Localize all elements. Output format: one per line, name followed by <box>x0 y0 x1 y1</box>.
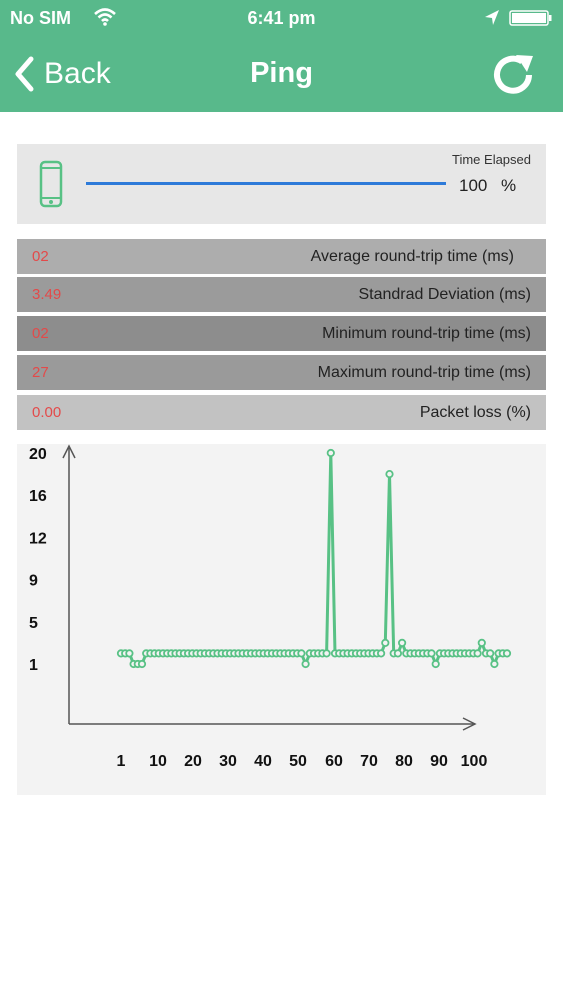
minimum-label: Minimum round-trip time (ms) <box>322 324 531 342</box>
packet-loss-value: 0.00 <box>32 404 62 421</box>
x-tick-label: 100 <box>461 753 488 770</box>
y-axis-arrow <box>62 444 76 459</box>
ping-data-point <box>137 659 147 669</box>
wifi-icon <box>94 8 116 26</box>
ping-data-point <box>502 649 512 658</box>
ping-data-point <box>490 659 499 669</box>
ping-data-point <box>427 649 436 658</box>
ping-data-point <box>125 649 134 658</box>
chevron-left-icon <box>15 56 34 92</box>
x-tick-label: 40 <box>254 753 272 770</box>
x-tick-label: 80 <box>395 753 413 770</box>
x-tick-label: 70 <box>360 753 378 770</box>
progress-fill <box>86 182 446 185</box>
time-elapsed-value: 100 <box>459 176 488 195</box>
ping-data-point <box>322 649 331 658</box>
std-deviation-label: Standrad Deviation (ms) <box>358 285 531 303</box>
page-title: Ping <box>250 57 313 89</box>
stat-row-average: 02 Average round-trip time (ms) <box>17 239 546 274</box>
navigation-header: No SIM 6:41 pm Back Ping <box>0 0 563 112</box>
ping-data-point <box>486 649 495 658</box>
ping-chart-svg: 20 16 12 9 5 1 1 10 20 30 40 50 60 70 80 90 100 <box>29 444 512 770</box>
carrier-label: No SIM <box>10 8 71 28</box>
back-label: Back <box>44 57 111 90</box>
status-time: 6:41 pm <box>247 8 316 28</box>
stat-row-minimum: 02 Minimum round-trip time (ms) <box>17 316 546 351</box>
ping-data-point <box>473 649 482 658</box>
ping-data-point <box>397 638 407 647</box>
progress-bar <box>86 182 446 185</box>
refresh-icon <box>494 55 533 94</box>
x-tick-label: 90 <box>430 753 448 770</box>
x-tick-label: 60 <box>325 753 343 770</box>
ping-data-point <box>477 638 486 647</box>
ping-data-point <box>393 649 402 658</box>
x-tick-label: 10 <box>149 753 167 770</box>
y-tick-label: 16 <box>29 488 47 505</box>
packet-loss-label: Packet loss (%) <box>419 403 531 421</box>
y-tick-label: 20 <box>29 446 47 463</box>
back-button[interactable]: Back <box>12 54 111 94</box>
ping-series-line <box>121 451 507 666</box>
y-tick-label: 9 <box>29 573 38 590</box>
ping-chart: 20 16 12 9 5 1 1 10 20 30 40 50 60 70 80 90 100 <box>17 444 546 795</box>
y-tick-label: 12 <box>29 530 47 547</box>
std-deviation-value: 3.49 <box>32 286 62 303</box>
stat-row-maximum: 27 Maximum round-trip time (ms) <box>17 355 546 390</box>
x-axis-arrow <box>462 717 477 731</box>
ping-data-point <box>326 448 335 458</box>
x-tick-label: 1 <box>117 753 126 770</box>
battery-icon <box>509 10 552 26</box>
progress-panel: Time Elapsed 100 % <box>17 144 546 224</box>
refresh-button[interactable] <box>489 52 539 98</box>
phone-icon <box>39 160 63 208</box>
time-elapsed-label: Time Elapsed <box>452 152 531 167</box>
maximum-value: 27 <box>32 364 49 381</box>
status-bar: No SIM 6:41 pm <box>0 0 563 36</box>
ping-data-point <box>297 649 306 658</box>
average-label: Average round-trip time (ms) <box>310 247 514 265</box>
x-tick-label: 20 <box>184 753 202 770</box>
ping-data-point <box>431 659 440 669</box>
ping-data-point <box>385 469 394 479</box>
minimum-value: 02 <box>32 325 49 342</box>
y-tick-label: 5 <box>29 615 38 632</box>
ping-data-point <box>381 638 390 647</box>
maximum-label: Maximum round-trip time (ms) <box>317 363 531 381</box>
stat-row-packet-loss: 0.00 Packet loss (%) <box>17 395 546 430</box>
time-elapsed-unit: % <box>501 176 517 195</box>
x-tick-label: 50 <box>289 753 307 770</box>
ping-data-point <box>301 659 310 669</box>
stat-row-std-deviation: 3.49 Standrad Deviation (ms) <box>17 277 546 312</box>
ping-data-point <box>376 649 386 658</box>
location-arrow-icon <box>485 10 499 25</box>
y-tick-label: 1 <box>29 657 38 674</box>
average-value: 02 <box>32 248 49 265</box>
x-tick-label: 30 <box>219 753 237 770</box>
